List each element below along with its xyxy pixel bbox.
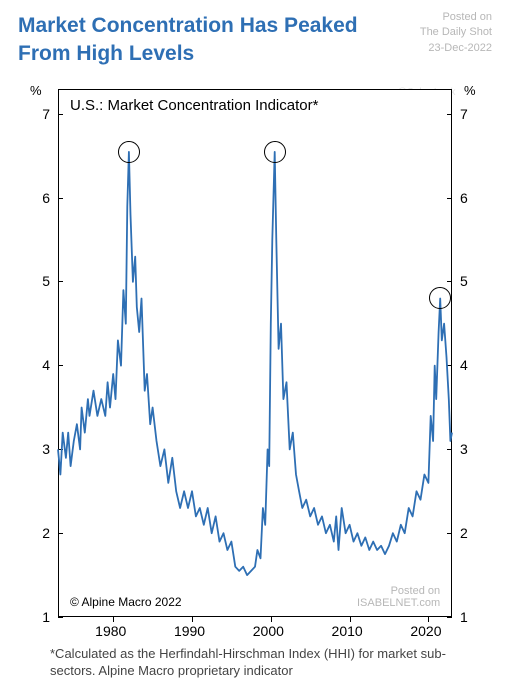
header: Market Concentration Has Peaked From Hig…: [0, 0, 510, 73]
posted-on-chart-source: ISABELNET.com: [357, 597, 440, 609]
posted-date: 23-Dec-2022: [420, 41, 492, 56]
posted-block: Posted on The Daily Shot 23-Dec-2022: [420, 10, 492, 56]
chart-container: %%@SoberLookU.S.: Market Concentration I…: [18, 77, 492, 677]
title-line-1: Market Concentration Has Peaked: [18, 14, 358, 37]
footnote: *Calculated as the Herfindahl-Hirschman …: [50, 645, 484, 680]
copyright-text: © Alpine Macro 2022: [70, 595, 182, 609]
posted-source: The Daily Shot: [420, 25, 492, 40]
title-line-2: From High Levels: [18, 42, 194, 65]
posted-on-label: Posted on: [420, 10, 492, 25]
peak-circle: [264, 141, 286, 163]
posted-on-chart: Posted onISABELNET.com: [357, 585, 440, 609]
peak-circle: [118, 141, 140, 163]
main-title: Market Concentration Has Peaked From Hig…: [18, 12, 358, 69]
posted-on-chart-label: Posted on: [357, 585, 440, 597]
